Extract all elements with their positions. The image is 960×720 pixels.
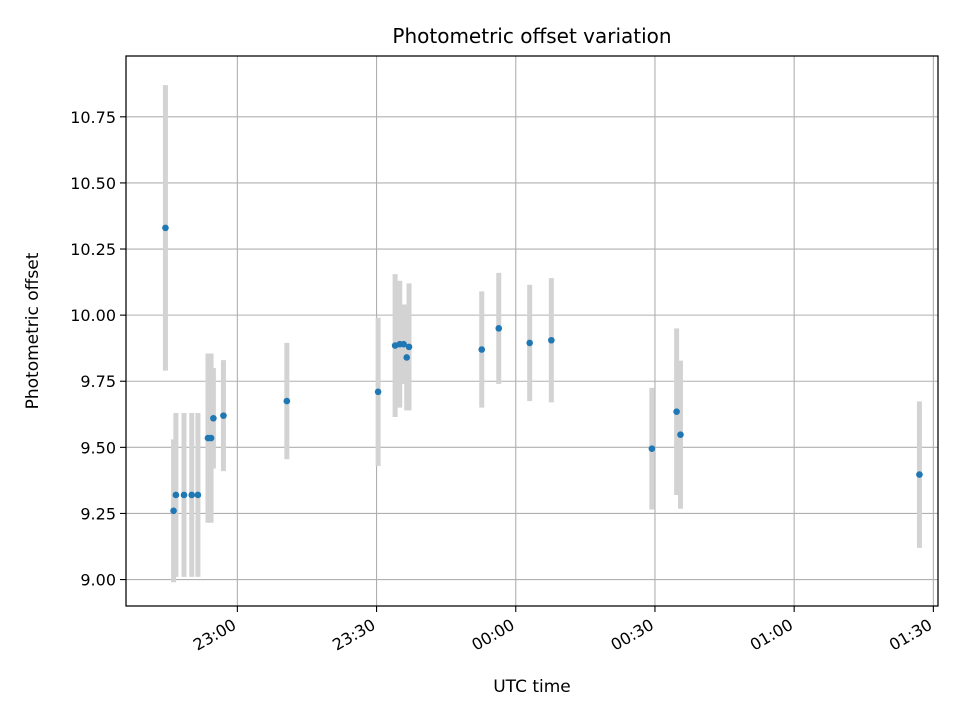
chart-title: Photometric offset variation (392, 24, 671, 48)
y-tick-label: 10.50 (70, 174, 116, 193)
data-point (170, 507, 177, 515)
data-points (162, 224, 923, 515)
data-point (495, 325, 503, 332)
y-axis-label: Photometric offset (23, 252, 43, 409)
y-tick-label: 10.00 (70, 306, 116, 325)
data-point (548, 336, 555, 344)
data-point (405, 343, 413, 351)
data-point (400, 340, 407, 348)
y-tick-label: 10.25 (70, 240, 116, 259)
data-point (374, 388, 382, 396)
data-point (210, 414, 217, 422)
y-tick-label: 9.75 (80, 372, 116, 391)
y-tick-label: 9.25 (80, 504, 116, 523)
data-point (673, 408, 680, 415)
data-point (648, 445, 656, 452)
y-tick-label: 9.00 (80, 571, 116, 590)
y-tick-label: 9.50 (80, 438, 116, 457)
data-point (194, 491, 202, 499)
data-point (916, 471, 923, 478)
data-point (162, 224, 169, 232)
data-point (207, 434, 215, 442)
data-point (403, 354, 411, 361)
data-point (283, 397, 291, 405)
plot-frame (125, 55, 939, 607)
data-point (180, 491, 188, 499)
y-tick-label: 10.75 (70, 108, 116, 127)
data-point (478, 346, 486, 353)
data-point (188, 491, 196, 499)
data-point (677, 431, 684, 438)
data-point (172, 491, 180, 499)
data-point (526, 339, 533, 347)
data-point (220, 412, 227, 419)
x-axis-label: UTC time (493, 677, 571, 697)
